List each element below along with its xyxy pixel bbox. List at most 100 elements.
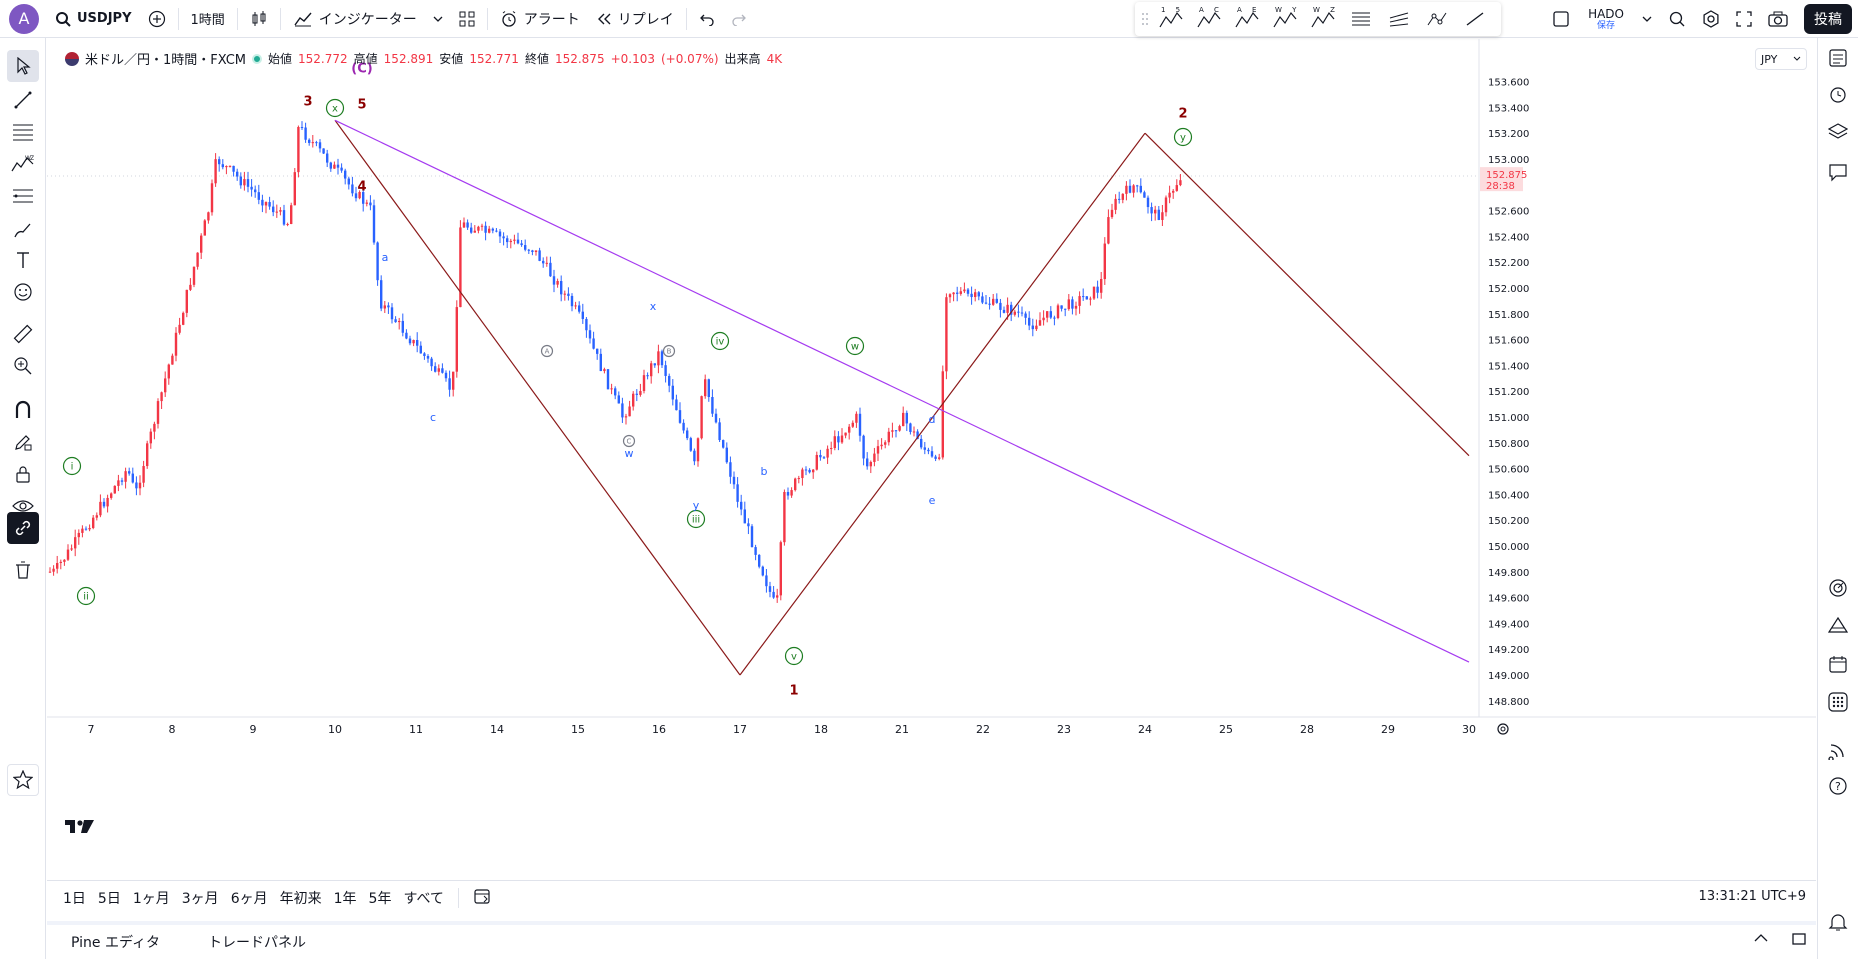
- help-button[interactable]: ?: [1822, 770, 1854, 802]
- magnet-tool[interactable]: [7, 394, 39, 426]
- range-button[interactable]: 1日: [63, 890, 86, 907]
- user-avatar[interactable]: A: [9, 3, 39, 34]
- layout-dropdown[interactable]: [1634, 4, 1660, 34]
- elliott-correction-icon: [1197, 11, 1221, 28]
- calendar-button[interactable]: [1822, 648, 1854, 680]
- products-button[interactable]: [1822, 686, 1854, 718]
- elliott-correction-tool[interactable]: A C: [1193, 5, 1225, 33]
- tab-pine-editor[interactable]: Pine エディタ: [71, 935, 160, 951]
- elliott-impulse-tool[interactable]: 1 5: [1155, 5, 1187, 33]
- goto-date-button[interactable]: [467, 887, 499, 909]
- lock-drawings-tool[interactable]: [7, 458, 39, 490]
- favorites-tool[interactable]: [7, 764, 39, 796]
- object-tree-button[interactable]: [1822, 116, 1854, 148]
- candle-body: [218, 159, 221, 165]
- maximize-panel-icon[interactable]: [1792, 933, 1806, 945]
- replay-button[interactable]: リプレイ: [588, 4, 682, 34]
- candle-body: [182, 312, 185, 325]
- price-tick-label: 153.200: [1488, 129, 1529, 140]
- post-button[interactable]: 投稿: [1804, 4, 1852, 34]
- streams-button[interactable]: [1822, 734, 1854, 766]
- trend-line-tool[interactable]: [1459, 5, 1491, 33]
- candle-body: [556, 281, 559, 285]
- forecast-tool[interactable]: [7, 180, 39, 212]
- fib-channel-icon: [1389, 12, 1409, 27]
- text-tool[interactable]: [7, 244, 39, 276]
- stay-in-drawing-mode-tool[interactable]: [7, 426, 39, 458]
- candle-body: [322, 148, 325, 154]
- indicators-button[interactable]: インジケーター: [285, 4, 425, 34]
- hide-drawings-tool[interactable]: [7, 490, 39, 522]
- indicators-dropdown[interactable]: [425, 4, 451, 34]
- remove-drawings-tool[interactable]: [7, 554, 39, 586]
- candle-body: [135, 482, 138, 489]
- redo-button[interactable]: [723, 4, 755, 34]
- fib-channel-tool[interactable]: [1383, 5, 1415, 33]
- screener-button[interactable]: [1822, 572, 1854, 604]
- tradingview-logo[interactable]: [65, 818, 95, 839]
- drag-handle-icon[interactable]: [1141, 11, 1149, 27]
- trend-line-tool[interactable]: [7, 84, 39, 116]
- parallel-channel-tool[interactable]: [1345, 5, 1377, 33]
- sync-drawings-tool[interactable]: [7, 512, 39, 544]
- range-button[interactable]: 1ヶ月: [132, 890, 170, 907]
- range-button[interactable]: 1年: [333, 890, 357, 907]
- candle-body: [81, 528, 84, 533]
- notifications-button[interactable]: [1822, 906, 1854, 938]
- snapshot-button[interactable]: [1760, 4, 1796, 34]
- compare-symbol-button[interactable]: [140, 4, 174, 34]
- layout-name-button[interactable]: HADO 保存: [1588, 8, 1624, 31]
- range-button[interactable]: 3ヶ月: [181, 890, 219, 907]
- range-button[interactable]: 6ヶ月: [230, 890, 268, 907]
- cursor-tool[interactable]: [7, 50, 39, 82]
- candle-body: [286, 223, 289, 225]
- undo-button[interactable]: [691, 4, 723, 34]
- elliott-triangle-tool[interactable]: A E: [1231, 5, 1263, 33]
- brush-tool[interactable]: [7, 214, 39, 246]
- elliott-triple-combo-tool[interactable]: W Z: [1307, 5, 1339, 33]
- collapse-panel-icon[interactable]: [1754, 933, 1768, 943]
- ruler-tool[interactable]: [7, 318, 39, 350]
- quick-search-button[interactable]: [1660, 4, 1694, 34]
- time-axis[interactable]: 7 8 9 10 11 14 15 16 17 18 21 22 23 24 25 28 29 30: [47, 716, 1816, 736]
- chart-type-button[interactable]: [242, 4, 276, 34]
- legend-title[interactable]: 米ドル／円・1時間・FXCM: [85, 53, 247, 68]
- candle-body: [387, 305, 390, 308]
- price-axis[interactable]: 153.600 153.400 153.200 153.000 152.600 152.4…: [1478, 39, 1529, 717]
- templates-button[interactable]: [451, 4, 483, 34]
- alerts-button[interactable]: [1822, 78, 1854, 110]
- candle-body: [92, 517, 95, 529]
- symbol-search-button[interactable]: USDJPY: [47, 4, 140, 34]
- settings-button[interactable]: [1694, 4, 1728, 34]
- interval-button[interactable]: 1時間: [183, 4, 233, 34]
- candle-body: [261, 199, 264, 206]
- watchlist-button[interactable]: [1822, 42, 1854, 74]
- alert-button[interactable]: アラート: [492, 4, 588, 34]
- chats-button[interactable]: [1822, 156, 1854, 188]
- currency-button[interactable]: JPY: [1755, 48, 1807, 70]
- elliott-double-combo-tool[interactable]: W Y: [1269, 5, 1301, 33]
- range-button[interactable]: 5年: [368, 890, 392, 907]
- candle-body: [48, 571, 52, 573]
- fib-tool[interactable]: [7, 116, 39, 148]
- tab-trading-panel[interactable]: トレードパネル: [207, 935, 306, 951]
- candle-body: [383, 305, 386, 309]
- candle-body: [380, 280, 383, 309]
- date-range-bar: 1日 5日 1ヶ月 3ヶ月 6ヶ月 年初来 1年 5年 すべて 13:31:21 UTC+9: [47, 880, 1816, 914]
- emoji-tool[interactable]: [7, 276, 39, 308]
- fullscreen-layout-button[interactable]: [1544, 4, 1578, 34]
- zoom-tool[interactable]: [7, 350, 39, 382]
- eye-icon: [12, 500, 34, 512]
- fullscreen-button[interactable]: [1728, 4, 1760, 34]
- path-icon: [1427, 12, 1447, 26]
- ideas-button[interactable]: [1822, 610, 1854, 642]
- range-button[interactable]: 年初来: [279, 890, 322, 907]
- range-button[interactable]: 5日: [97, 890, 121, 907]
- range-button[interactable]: すべて: [403, 890, 444, 907]
- timezone-clock[interactable]: 13:31:21 UTC+9: [1698, 889, 1806, 904]
- range-buttons: 1日 5日 1ヶ月 3ヶ月 6ヶ月 年初来 1年 5年 すべて: [47, 888, 450, 908]
- path-tool[interactable]: [1421, 5, 1453, 33]
- candle-body: [826, 448, 829, 458]
